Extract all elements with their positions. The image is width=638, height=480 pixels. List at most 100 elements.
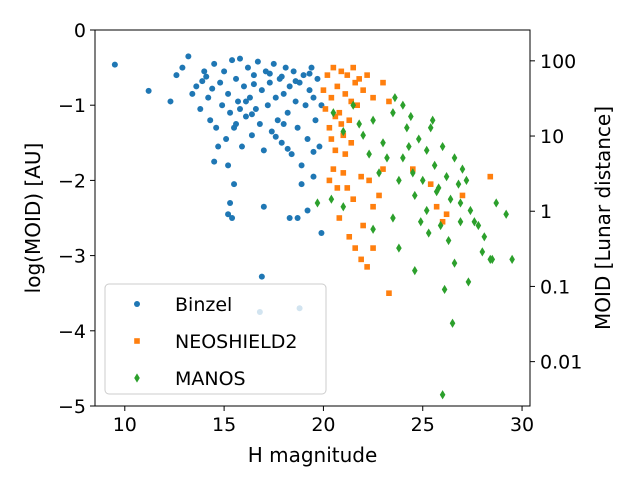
data-point [348, 98, 355, 105]
legend-marker [134, 338, 140, 344]
data-point [330, 108, 337, 118]
data-point [360, 222, 366, 229]
data-point [203, 73, 210, 80]
data-point [284, 145, 291, 152]
data-point [292, 78, 299, 85]
data-point [463, 175, 470, 185]
data-point [451, 258, 458, 268]
data-point [449, 318, 456, 328]
data-point [350, 64, 357, 71]
data-point [318, 230, 325, 237]
data-point [304, 136, 311, 143]
data-point [423, 145, 430, 155]
legend-marker [134, 301, 140, 307]
data-point [308, 64, 315, 71]
data-point [229, 215, 236, 221]
legend-item: Binzel [134, 294, 232, 316]
data-point [427, 123, 434, 133]
data-point [334, 83, 341, 90]
x-tick-label: 15 [212, 414, 236, 436]
data-point [481, 232, 488, 242]
data-point [400, 153, 406, 163]
data-point [197, 105, 204, 112]
data-point [290, 68, 297, 75]
data-point [493, 198, 500, 208]
data-point [173, 72, 180, 79]
data-point [189, 90, 196, 97]
data-point [306, 87, 313, 94]
data-point [475, 220, 482, 231]
data-point [167, 98, 174, 105]
data-point [242, 113, 249, 120]
data-point [324, 72, 331, 78]
data-point [272, 133, 279, 140]
data-point [280, 90, 287, 97]
legend-item: MANOS [134, 368, 246, 390]
data-point [233, 75, 240, 82]
data-point [443, 172, 450, 182]
data-point [415, 134, 422, 144]
data-point [248, 132, 255, 139]
data-point [360, 87, 366, 93]
data-point [380, 138, 386, 148]
data-point [268, 128, 275, 135]
data-point [244, 64, 251, 71]
data-point [479, 247, 486, 257]
data-point [334, 185, 341, 191]
legend: Binzel NEOSHIELD2 MANOS [104, 283, 327, 395]
data-point [300, 72, 307, 79]
data-point [408, 111, 414, 122]
data-point [199, 78, 206, 85]
data-point [326, 177, 333, 184]
data-point [370, 245, 376, 251]
data-point [213, 124, 220, 131]
data-point [455, 179, 462, 189]
data-point [332, 113, 339, 120]
data-point [366, 177, 372, 184]
data-point [364, 264, 370, 270]
data-point [433, 203, 440, 210]
data-point [219, 102, 226, 109]
data-point [392, 93, 398, 103]
data-point [338, 121, 345, 127]
data-point [437, 220, 444, 231]
data-point [310, 148, 317, 155]
data-point [360, 130, 366, 140]
data-point [396, 243, 402, 253]
data-point [185, 53, 192, 60]
data-point [256, 121, 263, 127]
data-point [312, 117, 319, 124]
data-point [467, 205, 474, 216]
data-point [390, 213, 396, 223]
data-point [254, 58, 261, 65]
data-point [400, 100, 406, 110]
y2-tick-label: 0.1 [540, 276, 570, 298]
data-point [286, 215, 293, 221]
legend-label: Binzel [175, 294, 232, 316]
y-axis-label: log(MOID) [AU] [21, 143, 45, 294]
data-point [237, 55, 243, 62]
data-point [410, 168, 416, 178]
data-point [352, 245, 359, 251]
data-point [396, 175, 402, 185]
data-point [459, 164, 466, 174]
series-manos [314, 93, 515, 400]
data-point [417, 217, 424, 227]
data-point [270, 60, 277, 67]
y-tick-label: −2 [58, 170, 86, 192]
data-point [298, 162, 305, 169]
data-point [233, 121, 240, 127]
data-point [227, 199, 234, 206]
data-point [302, 102, 309, 109]
data-point [282, 64, 289, 71]
data-point [286, 83, 293, 90]
data-point [240, 83, 247, 90]
data-point [211, 158, 218, 165]
y2-tick-label: 0.01 [540, 352, 582, 374]
x-tick-label: 20 [311, 414, 335, 436]
data-point [250, 81, 257, 88]
data-point [242, 98, 249, 105]
data-marks [111, 53, 515, 400]
data-point [411, 190, 418, 201]
data-point [238, 143, 245, 150]
